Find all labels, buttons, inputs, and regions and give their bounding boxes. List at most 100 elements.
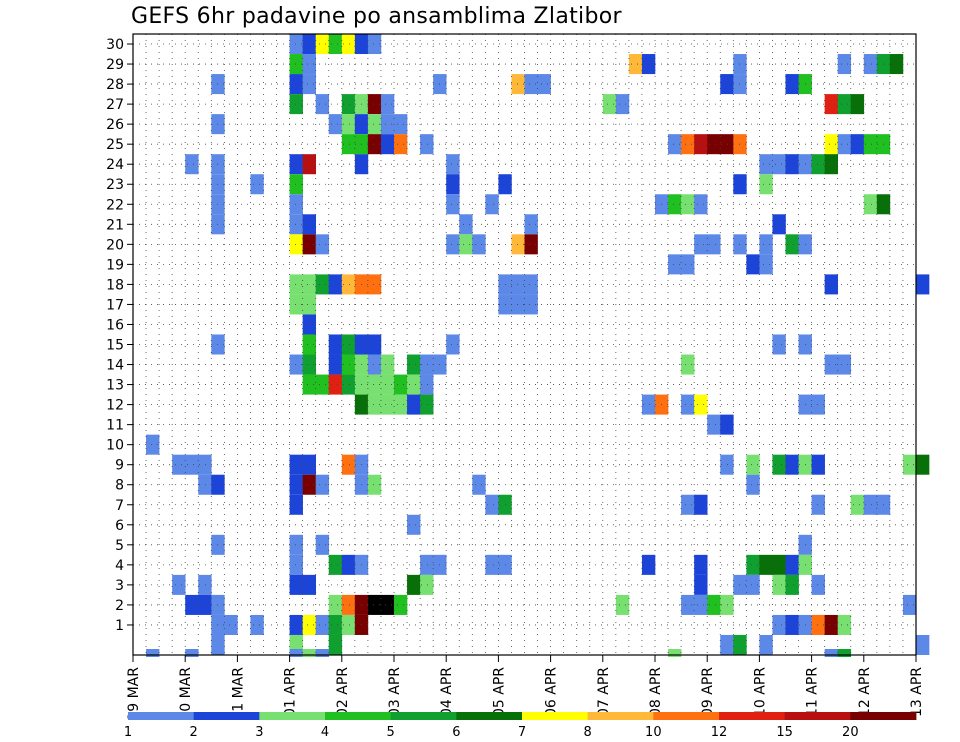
data-cell (380, 94, 395, 115)
data-cell (837, 354, 852, 375)
data-cell (302, 354, 316, 375)
data-cell (289, 34, 303, 55)
data-cell (328, 334, 343, 355)
data-cell (341, 374, 356, 395)
data-cell (380, 394, 395, 415)
data-cell (485, 194, 499, 215)
data-cell (785, 234, 799, 255)
y-tick-label: 11 (106, 418, 124, 434)
data-cell (772, 554, 786, 575)
x-tick-label: 02 APR (335, 667, 351, 717)
legend-label: 2 (190, 725, 198, 740)
legend-label: 12 (711, 725, 728, 740)
data-cell (759, 634, 773, 655)
y-tick-label: 15 (106, 338, 124, 354)
data-cell (420, 554, 434, 575)
data-cell (707, 414, 721, 435)
data-cell (250, 174, 264, 195)
data-cell (785, 74, 799, 95)
data-cell (328, 614, 343, 635)
y-tick-label: 6 (115, 518, 124, 534)
y-tick-label: 3 (115, 578, 124, 594)
data-cell (394, 374, 408, 395)
y-tick-label: 19 (106, 257, 124, 273)
data-cell (694, 394, 708, 415)
data-cell (759, 174, 773, 195)
data-cell (759, 234, 773, 255)
data-cell (289, 534, 303, 555)
data-cell (824, 154, 838, 175)
data-cell (681, 354, 695, 375)
data-cell (602, 94, 617, 115)
data-cell (367, 594, 382, 615)
data-cell (524, 294, 538, 315)
data-cell (837, 614, 852, 635)
data-cell (407, 354, 421, 375)
data-cell (720, 134, 734, 155)
data-cell (367, 274, 382, 295)
y-tick-label: 21 (106, 217, 124, 233)
data-cell (746, 474, 760, 495)
data-cell (289, 174, 303, 195)
y-tick-label: 9 (115, 458, 124, 474)
data-cell (720, 634, 734, 655)
data-cell (720, 594, 734, 615)
data-cell (367, 394, 382, 415)
data-cell (524, 234, 538, 255)
data-cell (407, 574, 421, 595)
data-cell (172, 454, 186, 475)
data-cell (668, 254, 682, 275)
y-tick-label: 12 (106, 398, 124, 414)
x-tick-label: 11 APR (805, 667, 821, 717)
x-tick-label: 01 APR (283, 667, 299, 717)
data-cell (694, 554, 708, 575)
data-cell (341, 274, 356, 295)
data-cell (289, 54, 303, 75)
data-cell (315, 34, 330, 55)
data-cell (198, 594, 212, 615)
data-cell (328, 274, 343, 295)
data-cell (394, 114, 408, 135)
data-cell (289, 474, 303, 495)
data-cell (341, 134, 356, 155)
y-tick-label: 23 (106, 177, 124, 193)
data-cell (367, 374, 382, 395)
data-cell (289, 214, 303, 235)
data-cell (198, 474, 212, 495)
data-cell (328, 354, 343, 375)
data-cell (641, 394, 656, 415)
data-cell (707, 594, 721, 615)
data-cell (407, 514, 421, 535)
x-tick-label: 31 MAR (230, 667, 246, 721)
data-cell (289, 454, 303, 475)
data-cell (759, 254, 773, 275)
y-tick-label: 5 (115, 538, 124, 554)
data-cell (811, 154, 825, 175)
x-tick-label: 08 APR (648, 667, 664, 717)
data-cell (459, 214, 473, 235)
chart-title: GEFS 6hr padavine po ansamblima Zlatibor (131, 4, 622, 29)
legend-label: 6 (452, 725, 460, 740)
data-cell (172, 574, 186, 595)
legend-swatch (653, 712, 720, 720)
data-cell (628, 54, 643, 75)
data-cell (146, 649, 160, 657)
data-cell (785, 574, 799, 595)
data-cell (837, 94, 852, 115)
data-cell (341, 454, 356, 475)
data-cell (302, 614, 316, 635)
data-cell (420, 574, 434, 595)
y-tick-label: 29 (106, 57, 124, 73)
y-tick-label: 26 (106, 117, 124, 133)
legend-label: 1 (124, 725, 132, 740)
data-cell (420, 134, 434, 155)
data-cell (811, 394, 825, 415)
data-cell (341, 594, 356, 615)
y-tick-label: 10 (106, 438, 124, 454)
data-cell (185, 454, 199, 475)
data-cell (394, 394, 408, 415)
data-cell (302, 154, 316, 175)
data-cell (289, 574, 303, 595)
data-cell (694, 134, 708, 155)
data-cell (772, 454, 786, 475)
